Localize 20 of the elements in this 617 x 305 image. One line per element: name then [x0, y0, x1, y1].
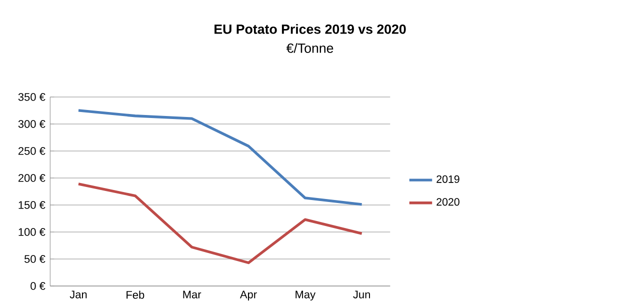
- legend-label: 2020: [436, 198, 460, 206]
- chart-title: EU Potato Prices 2019 vs 2020: [214, 24, 406, 34]
- x-tick-label: Jan: [70, 290, 87, 298]
- x-tick-label: Feb: [126, 290, 144, 299]
- y-tick-label: 150 €: [18, 201, 46, 209]
- y-tick-label: 0 €: [30, 282, 46, 290]
- line-series: [77, 109, 364, 206]
- y-tick-label: 100 €: [18, 228, 46, 236]
- legend-label: 2019: [436, 175, 460, 183]
- x-tick-label: Mar: [183, 290, 202, 298]
- x-tick-label: Jun: [353, 290, 370, 298]
- y-tick-label: 250 €: [18, 147, 46, 155]
- x-tick-label: Apr: [240, 290, 257, 301]
- y-tick-label: 50 €: [24, 255, 46, 263]
- chart-subtitle: €/Tonne: [286, 43, 334, 53]
- y-tick-label: 350 €: [18, 93, 46, 101]
- line-series: [77, 182, 364, 264]
- x-tick-label: May: [296, 290, 316, 301]
- y-tick-label: 300 €: [18, 120, 46, 128]
- y-tick-label: 200 €: [18, 174, 46, 182]
